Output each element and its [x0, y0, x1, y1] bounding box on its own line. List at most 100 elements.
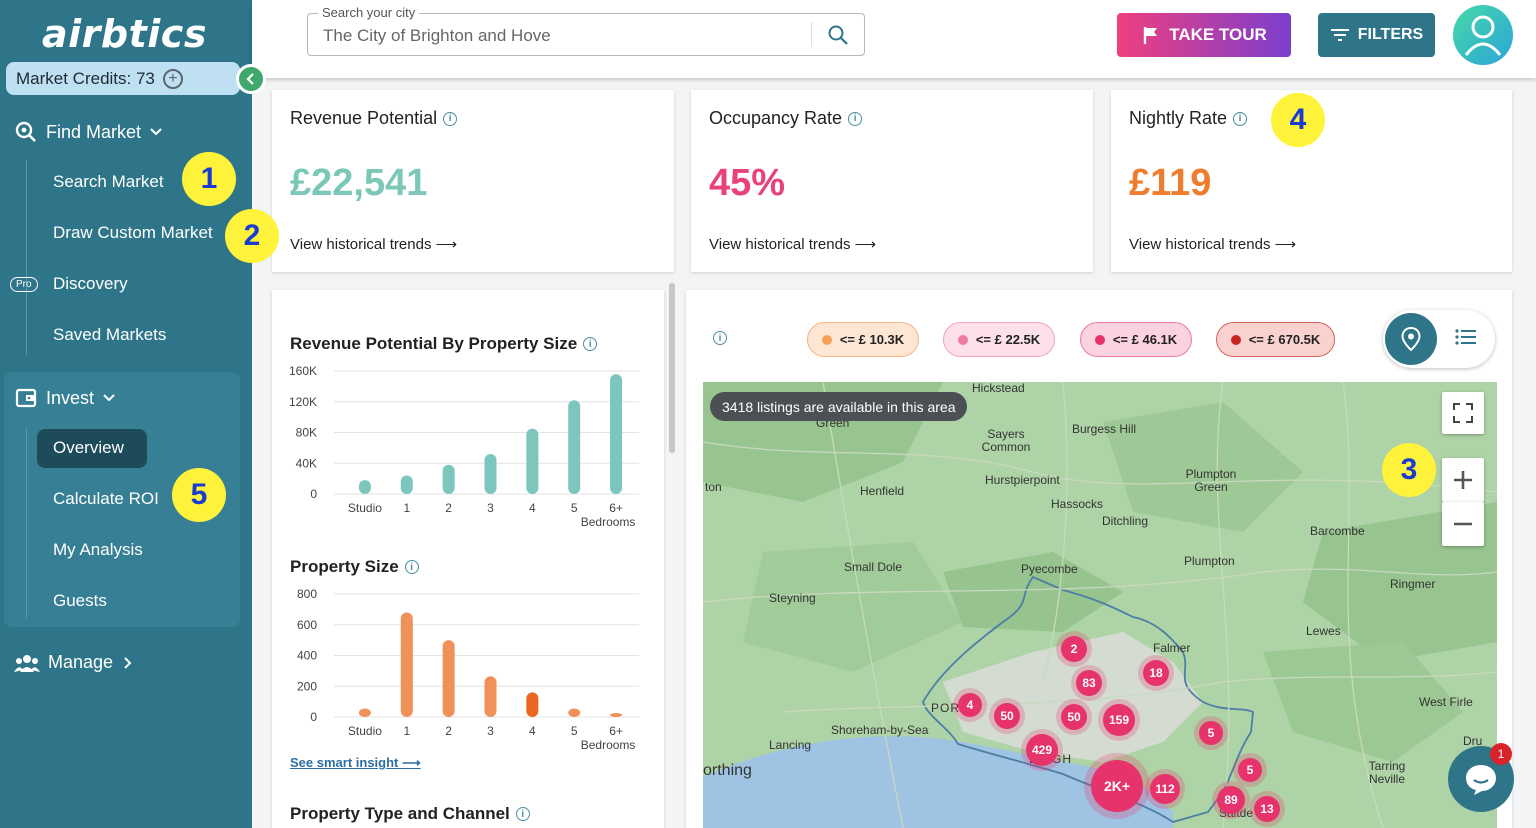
user-icon: [1464, 15, 1502, 56]
add-credits-icon[interactable]: +: [162, 68, 183, 89]
y-tick-label: 400: [297, 649, 317, 663]
revenue-by-size-chart: 0 40K 80K 120K 160K Studio 1 2 3 4 5 6+Bedrooms: [289, 364, 639, 529]
wallet-icon: [15, 388, 37, 408]
x-tick-label: 4: [529, 501, 536, 515]
bar: [610, 713, 623, 717]
stat-title-text: Nightly Rate: [1129, 108, 1228, 128]
info-icon[interactable]: i: [583, 337, 598, 351]
sidebar: airbtics Market Credits: 73 + Find Marke…: [0, 0, 252, 828]
sidebar-item-draw-custom-market[interactable]: Draw Custom Market: [53, 223, 213, 242]
smart-insight-link[interactable]: See smart insight ⟶: [290, 755, 421, 770]
legend-dot: [821, 334, 832, 345]
listing-cluster[interactable]: 4: [958, 693, 982, 717]
listing-cluster[interactable]: 112: [1150, 774, 1180, 804]
stat-card-occupancy: Occupancy Rate i 45% View historical tren…: [691, 90, 1093, 272]
fullscreen-button[interactable]: [1442, 392, 1484, 434]
listing-cluster[interactable]: 159: [1103, 704, 1135, 736]
bar: [484, 676, 497, 717]
revenue-chart-title-text: Revenue Potential By Property Size: [290, 334, 578, 353]
sidebar-item-overview[interactable]: Overview: [53, 438, 124, 457]
map-list-toggle[interactable]: [1383, 310, 1495, 368]
listing-cluster[interactable]: 13: [1254, 796, 1280, 822]
filters-label: FILTERS: [1357, 26, 1424, 43]
sidebar-item-saved-markets[interactable]: Saved Markets: [53, 325, 167, 344]
minus-icon: [1454, 522, 1472, 526]
bar: [526, 692, 539, 717]
listing-cluster[interactable]: 50: [1061, 704, 1087, 730]
listing-cluster[interactable]: 18: [1143, 660, 1169, 686]
stat-value: 45%: [709, 162, 786, 204]
charts-scrollbar[interactable]: [669, 283, 675, 453]
filters-button[interactable]: FILTERS: [1318, 13, 1435, 57]
sidebar-item-calculate-roi[interactable]: Calculate ROI: [53, 489, 159, 508]
x-tick-label: 1: [403, 724, 410, 738]
app-logo[interactable]: airbtics: [42, 12, 207, 56]
chat-unread-badge: 1: [1490, 743, 1512, 765]
listing-cluster[interactable]: 429: [1026, 734, 1058, 766]
fullscreen-icon: [1453, 403, 1473, 423]
annotation-marker-5: 5: [172, 468, 226, 522]
map-pin-icon: [1401, 327, 1421, 351]
search-input[interactable]: The City of Brighton and Hove: [323, 26, 551, 45]
place-label: orthing: [703, 762, 752, 779]
bar: [484, 454, 497, 494]
bar: [568, 708, 581, 717]
zoom-out-button[interactable]: [1442, 502, 1484, 546]
city-search[interactable]: Search your city The City of Brighton an…: [307, 5, 865, 56]
historical-trends-link[interactable]: View historical trends ⟶: [709, 236, 877, 253]
nav-manage[interactable]: Manage: [14, 652, 135, 673]
place-label: Lancing: [769, 738, 812, 752]
listing-cluster[interactable]: 89: [1217, 786, 1245, 814]
zoom-in-button[interactable]: [1442, 458, 1484, 502]
nav-invest[interactable]: Invest: [14, 386, 116, 410]
search-icon[interactable]: [826, 23, 850, 47]
take-tour-button[interactable]: TAKE TOUR: [1117, 13, 1291, 57]
historical-trends-link[interactable]: View historical trends ⟶: [1129, 236, 1297, 253]
legend-chip-4[interactable]: <= £ 670.5K: [1216, 322, 1335, 357]
historical-trends-link[interactable]: View historical trends ⟶: [290, 236, 458, 253]
nav-tree-line: [26, 428, 27, 618]
legend-chip-3[interactable]: <= £ 46.1K: [1080, 322, 1192, 357]
sidebar-item-search-market[interactable]: Search Market: [53, 172, 164, 191]
sidebar-item-my-analysis[interactable]: My Analysis: [53, 540, 143, 559]
user-avatar[interactable]: [1453, 5, 1513, 65]
listing-cluster[interactable]: 2: [1061, 636, 1087, 662]
listing-cluster[interactable]: 5: [1199, 721, 1223, 745]
chevron-down-icon: [150, 128, 162, 136]
map-view-button[interactable]: [1385, 313, 1437, 365]
legend-dot: [957, 334, 968, 345]
legend-chip-1[interactable]: <= £ 10.3K: [807, 322, 919, 357]
listing-cluster[interactable]: 50: [994, 703, 1020, 729]
map-canvas: [703, 382, 1497, 828]
info-icon[interactable]: i: [848, 111, 863, 126]
x-axis-label: Bedrooms: [581, 738, 636, 752]
info-icon[interactable]: i: [515, 807, 530, 821]
stat-title-text: Revenue Potential: [290, 108, 438, 128]
legend-chip-2[interactable]: <= £ 22.5K: [943, 322, 1055, 357]
info-icon[interactable]: i: [443, 111, 458, 126]
annotation-marker-1: 1: [182, 152, 236, 206]
sidebar-item-discovery[interactable]: Discovery: [53, 274, 128, 293]
place-label: Tarring Neville: [1368, 759, 1406, 787]
listings-map[interactable]: Hickstead Green Sayers Common Burgess Hi…: [703, 382, 1497, 828]
info-icon[interactable]: i: [404, 560, 419, 574]
place-label: Steyning: [769, 591, 816, 605]
info-icon[interactable]: i: [713, 331, 727, 345]
list-view-icon[interactable]: [1455, 328, 1477, 346]
listing-cluster[interactable]: 83: [1076, 670, 1102, 696]
x-tick-label: 6+: [609, 724, 623, 738]
collapse-sidebar-button[interactable]: [236, 64, 266, 94]
legend-label: <= £ 10.3K: [839, 332, 905, 347]
bar: [358, 480, 371, 494]
listing-cluster[interactable]: 2K+: [1091, 760, 1143, 812]
stat-title-text: Occupancy Rate: [709, 108, 843, 128]
y-tick-label: 800: [297, 587, 317, 601]
place-label: Pyecombe: [1021, 562, 1078, 576]
info-icon[interactable]: i: [1233, 111, 1248, 126]
nav-find-market[interactable]: Find Market: [14, 120, 163, 144]
listing-cluster[interactable]: 5: [1238, 758, 1262, 782]
place-label: Ditchling: [1102, 514, 1149, 528]
sidebar-item-guests[interactable]: Guests: [53, 591, 107, 610]
property-type-chart-title-text: Property Type and Channel: [290, 804, 510, 823]
chat-bubble-icon: [1466, 765, 1496, 795]
